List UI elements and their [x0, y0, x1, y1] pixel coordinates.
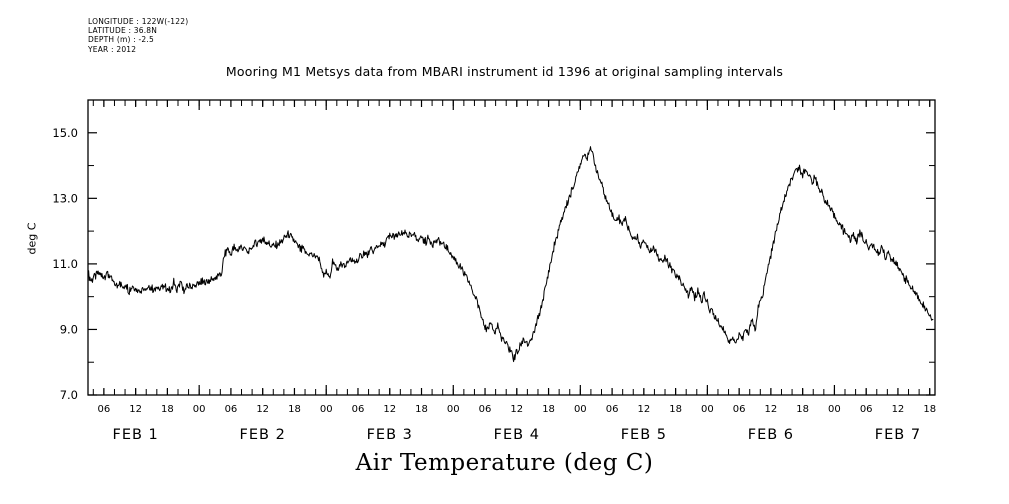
metadata-depth: DEPTH (m) : -2.5 — [88, 35, 154, 45]
x-hour-label: 12 — [765, 404, 778, 415]
x-hour-label: 12 — [383, 404, 396, 415]
x-day-label: FEB 6 — [748, 427, 794, 443]
x-hour-label: 06 — [606, 404, 619, 415]
x-day-label: FEB 7 — [875, 427, 921, 443]
x-hour-label: 12 — [892, 404, 905, 415]
x-hour-label: 18 — [415, 404, 428, 415]
x-hour-label: 12 — [637, 404, 650, 415]
air-temperature-series — [87, 146, 934, 363]
x-day-label: FEB 2 — [240, 427, 286, 443]
x-day-label: FEB 5 — [621, 427, 667, 443]
x-hour-label: 00 — [828, 404, 841, 415]
x-hour-label: 18 — [542, 404, 555, 415]
y-tick-label: 15.0 — [52, 126, 78, 140]
x-hour-label: 06 — [860, 404, 873, 415]
x-hour-label: 12 — [256, 404, 269, 415]
y-tick-label: 11.0 — [52, 257, 78, 271]
station-metadata: LONGITUDE : 122W(-122) LATITUDE : 36.8N … — [88, 17, 188, 54]
y-tick-label: 7.0 — [60, 388, 78, 402]
plot-frame — [87, 99, 936, 396]
metadata-year: YEAR : 2012 — [88, 44, 137, 54]
x-hour-label: 18 — [796, 404, 809, 415]
x-hour-label: 00 — [574, 404, 587, 415]
x-hour-label: 18 — [161, 404, 174, 415]
x-hour-label: 06 — [733, 404, 746, 415]
x-hour-label: 00 — [193, 404, 206, 415]
x-hour-label: 00 — [447, 404, 460, 415]
y-tick-label: 9.0 — [60, 322, 78, 336]
x-hour-label: 12 — [129, 404, 142, 415]
x-hour-label: 18 — [669, 404, 682, 415]
x-day-label: FEB 3 — [367, 427, 413, 443]
x-hour-label: 06 — [98, 404, 111, 415]
x-hour-label: 06 — [225, 404, 238, 415]
metadata-latitude: LATITUDE : 36.8N — [88, 26, 158, 36]
x-day-label: FEB 1 — [112, 427, 158, 443]
x-hour-label: 06 — [479, 404, 492, 415]
x-hour-label: 06 — [352, 404, 365, 415]
metadata-longitude: LONGITUDE : 122W(-122) — [88, 17, 189, 26]
chart-title: Mooring M1 Metsys data from MBARI instru… — [225, 64, 784, 79]
x-hour-label: 12 — [510, 404, 523, 415]
x-hour-label: 00 — [320, 404, 333, 415]
x-hour-label: 00 — [701, 404, 714, 415]
x-day-label: FEB 4 — [494, 427, 540, 443]
x-axis-title: Air Temperature (deg C) — [355, 450, 654, 476]
x-hour-label: 18 — [288, 404, 301, 415]
x-hour-label: 18 — [923, 404, 936, 415]
y-tick-label: 13.0 — [52, 191, 78, 205]
